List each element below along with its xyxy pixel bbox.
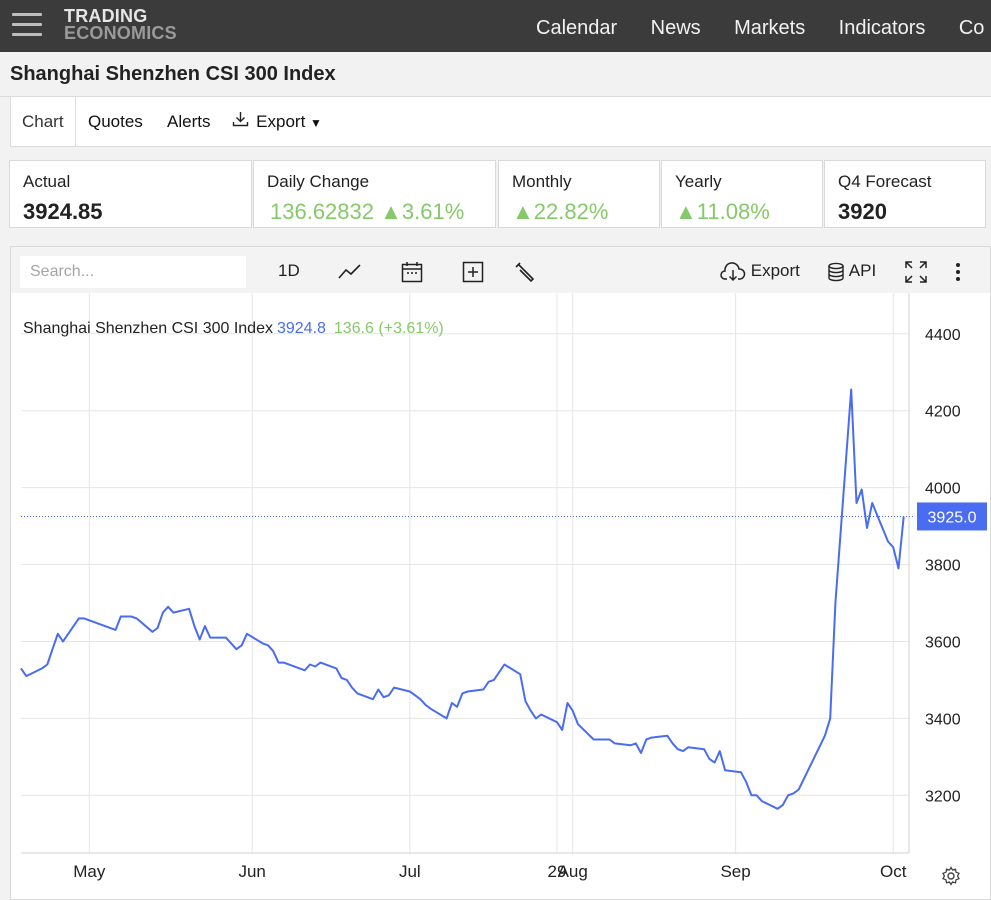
stat-daily-change-label: Daily Change (267, 172, 370, 191)
nav-link-indicators[interactable]: Indicators (838, 17, 926, 39)
range-1d-button[interactable]: 1D (278, 261, 300, 280)
nav-link-news[interactable]: News (650, 17, 701, 39)
tab-alerts[interactable]: Alerts (167, 112, 211, 131)
x-tick-label: May (73, 862, 106, 881)
stat-monthly: Monthly ▲22.82% (498, 160, 660, 228)
fullscreen-icon[interactable] (905, 247, 927, 293)
y-tick-label: 3400 (925, 711, 961, 728)
stat-daily-change: Daily Change 136.62832 ▲3.61% (253, 160, 496, 228)
more-options-icon[interactable] (955, 247, 961, 293)
page-title: Shanghai Shenzhen CSI 300 Index (10, 63, 336, 85)
api-button[interactable]: API (827, 247, 876, 293)
y-tick-label: 4400 (925, 327, 961, 344)
stat-monthly-label: Monthly (512, 172, 572, 191)
hamburger-menu-icon[interactable] (12, 13, 42, 37)
caret-down-icon: ▼ (310, 116, 322, 130)
x-tick-label: Jul (399, 862, 421, 881)
logo-line1: TRADING (64, 6, 148, 26)
stat-yearly: Yearly ▲11.08% (661, 160, 823, 228)
stat-yearly-label: Yearly (675, 172, 722, 191)
title-bar: Shanghai Shenzhen CSI 300 Index (0, 52, 991, 97)
chart-export-button[interactable]: Export (720, 247, 800, 293)
series-line[interactable] (20, 388, 905, 810)
download-icon (232, 112, 253, 131)
legend-change: 136.6 (+3.61%) (333, 320, 444, 337)
add-indicator-icon[interactable] (462, 247, 484, 293)
stat-actual-label: Actual (23, 172, 71, 191)
nav-link-more[interactable]: Co (958, 17, 985, 39)
chart-legend: Shanghai Shenzhen CSI 300 Index 3924.8 136… (23, 320, 444, 338)
legend-series-name: Shanghai Shenzhen CSI 300 Index (23, 320, 273, 337)
stat-daily-change-value: 136.62832 ▲3.61% (270, 199, 465, 224)
price-chart[interactable]: 3200 3400 3600 3800 4000 4200 4400 May Jun Jul 29A… (11, 293, 990, 899)
stat-q4-forecast: Q4 Forecast 3920 (824, 160, 986, 228)
x-tick-label: Oct (880, 862, 907, 881)
x-tick-label: Aug (558, 862, 588, 881)
x-tick-label: Jun (238, 862, 265, 881)
legend-value: 3924.8 (276, 320, 326, 337)
logo[interactable]: TRADING ECONOMICS (64, 6, 177, 43)
x-tick-label: 29 (547, 862, 566, 881)
search-input[interactable] (20, 256, 246, 288)
chart-export-label: Export (750, 261, 800, 280)
settings-gear-icon[interactable] (941, 866, 961, 891)
x-tick-label: Sep (720, 862, 750, 881)
tab-bar: Chart Quotes Alerts Export ▼ (10, 97, 991, 147)
stat-actual: Actual 3924.85 (9, 160, 252, 228)
last-value-box (917, 502, 987, 531)
stat-monthly-value: ▲22.82% (512, 199, 609, 224)
stat-q4-forecast-label: Q4 Forecast (838, 172, 932, 191)
y-tick-label: 3200 (925, 788, 961, 805)
stat-actual-value: 3924.85 (23, 199, 103, 224)
y-tick-label: 3800 (925, 558, 961, 575)
logo-line2: ECONOMICS (64, 23, 177, 43)
chart-toolbar: 1D Export API (11, 247, 990, 293)
database-icon (828, 262, 844, 281)
tab-export[interactable]: Export ▼ (232, 97, 322, 146)
y-tick-label: 4200 (925, 404, 961, 421)
tab-export-label: Export (256, 112, 306, 131)
y-tick-label: 3600 (925, 634, 961, 651)
stat-yearly-value: ▲11.08% (675, 199, 770, 224)
line-chart-icon[interactable] (338, 247, 362, 293)
tab-chart[interactable]: Chart (10, 97, 76, 146)
api-label: API (848, 261, 877, 280)
cloud-download-icon (720, 261, 746, 281)
chart-panel: 1D Export API 3200 3400 3600 3800 4000 4200 44… (10, 246, 991, 900)
y-tick-label: 4000 (925, 481, 961, 498)
stat-q4-forecast-value: 3920 (838, 199, 887, 224)
top-nav: TRADING ECONOMICS Calendar News Markets … (0, 0, 991, 52)
nav-link-markets[interactable]: Markets (734, 17, 806, 39)
wrench-icon[interactable] (514, 247, 536, 293)
calendar-icon[interactable] (401, 247, 423, 293)
tab-quotes[interactable]: Quotes (88, 112, 143, 131)
last-value-label: 3925.0 (928, 509, 977, 526)
nav-links: Calendar News Markets Indicators Co (536, 0, 991, 52)
nav-link-calendar[interactable]: Calendar (536, 17, 618, 39)
